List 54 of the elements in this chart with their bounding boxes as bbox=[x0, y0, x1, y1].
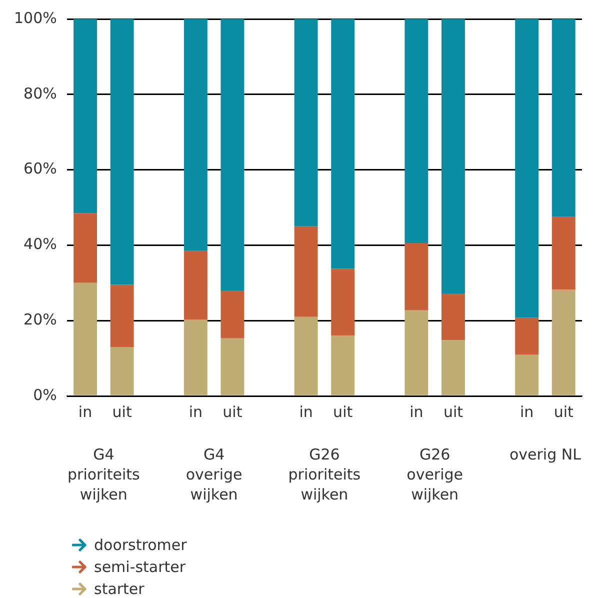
x-tick-label: in bbox=[520, 402, 534, 421]
x-tick-label: in bbox=[188, 402, 203, 421]
x-tick-label: in bbox=[78, 402, 92, 421]
text: overig NL bbox=[509, 445, 582, 464]
bar bbox=[184, 19, 208, 251]
bar bbox=[294, 226, 318, 317]
x-tick-label: in bbox=[410, 402, 424, 421]
text: G26 overige wijken bbox=[406, 445, 464, 504]
bar bbox=[294, 316, 318, 396]
bar bbox=[515, 19, 539, 318]
bar bbox=[552, 216, 576, 290]
bar bbox=[404, 310, 428, 396]
bar bbox=[331, 268, 355, 336]
bar bbox=[552, 290, 576, 396]
bar bbox=[110, 284, 134, 347]
bar bbox=[220, 290, 244, 338]
y-tick-label: 80% bbox=[24, 84, 57, 102]
bar bbox=[441, 340, 465, 396]
bar bbox=[184, 319, 208, 396]
y-tick-label: 20% bbox=[24, 310, 57, 328]
bar bbox=[331, 19, 355, 269]
text: G4 prioriteits wijken bbox=[68, 445, 140, 504]
bar bbox=[441, 293, 465, 340]
y-tick-label: 40% bbox=[24, 235, 57, 254]
x-tick-label: uit bbox=[222, 402, 242, 421]
bar bbox=[220, 338, 244, 396]
bar bbox=[74, 19, 98, 214]
bar bbox=[294, 19, 318, 226]
bar bbox=[74, 282, 98, 396]
bar bbox=[74, 213, 98, 283]
y-tick-label: 60% bbox=[24, 160, 57, 178]
legend-label: doorstromer bbox=[94, 535, 187, 556]
bar bbox=[404, 19, 428, 243]
bar bbox=[110, 19, 134, 285]
y-tick-label: 0% bbox=[33, 386, 57, 404]
bar bbox=[515, 354, 539, 396]
y-tick-label: 100% bbox=[14, 8, 57, 27]
bar bbox=[515, 318, 539, 355]
bar bbox=[441, 19, 465, 294]
text: G26 prioriteits wijken bbox=[288, 445, 361, 504]
legend-label: semi-starter bbox=[94, 557, 186, 578]
x-tick-label: in bbox=[299, 402, 313, 421]
bar bbox=[220, 19, 244, 290]
bar bbox=[331, 336, 355, 396]
bar bbox=[184, 250, 208, 320]
text: G4 overige wijken bbox=[186, 445, 242, 504]
bar bbox=[552, 19, 576, 217]
x-tick-label: uit bbox=[443, 402, 464, 421]
bar bbox=[404, 242, 428, 310]
legend-label: starter bbox=[94, 579, 144, 598]
bar bbox=[110, 346, 134, 396]
x-tick-label: uit bbox=[554, 402, 574, 421]
x-tick-label: uit bbox=[112, 402, 132, 421]
x-tick-label: uit bbox=[333, 402, 353, 421]
